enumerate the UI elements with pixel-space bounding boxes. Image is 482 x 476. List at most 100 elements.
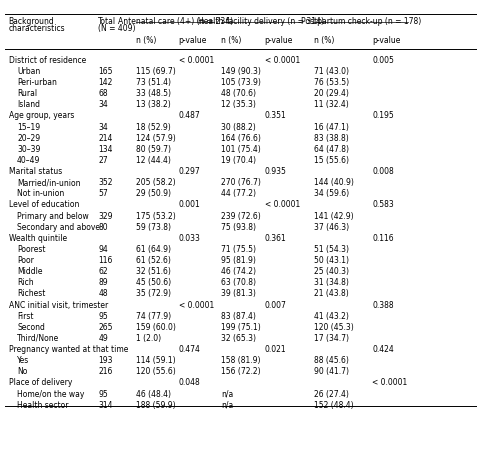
Text: Third/None: Third/None bbox=[17, 333, 59, 342]
Text: 80: 80 bbox=[98, 222, 108, 231]
Text: Secondary and above: Secondary and above bbox=[17, 222, 100, 231]
Text: Married/in-union: Married/in-union bbox=[17, 178, 80, 187]
Text: 144 (40.9): 144 (40.9) bbox=[314, 178, 354, 187]
Text: 49: 49 bbox=[98, 333, 108, 342]
Text: 50 (43.1): 50 (43.1) bbox=[314, 256, 349, 265]
Text: 149 (90.3): 149 (90.3) bbox=[221, 67, 261, 76]
Text: 20 (29.4): 20 (29.4) bbox=[314, 89, 349, 98]
Text: 159 (60.0): 159 (60.0) bbox=[136, 322, 176, 331]
Text: 71 (43.0): 71 (43.0) bbox=[314, 67, 349, 76]
Text: 83 (87.4): 83 (87.4) bbox=[221, 311, 256, 320]
Text: n (%): n (%) bbox=[221, 36, 241, 45]
Text: 31 (34.8): 31 (34.8) bbox=[314, 278, 349, 287]
Text: 95: 95 bbox=[98, 311, 108, 320]
Text: Rich: Rich bbox=[17, 278, 34, 287]
Text: 352: 352 bbox=[98, 178, 113, 187]
Text: 0.583: 0.583 bbox=[372, 200, 394, 209]
Text: Island: Island bbox=[17, 100, 40, 109]
Text: Peri-urban: Peri-urban bbox=[17, 78, 57, 87]
Text: Yes: Yes bbox=[17, 356, 29, 365]
Text: Rural: Rural bbox=[17, 89, 37, 98]
Text: 188 (59.9): 188 (59.9) bbox=[136, 400, 176, 409]
Text: 265: 265 bbox=[98, 322, 113, 331]
Text: 20–29: 20–29 bbox=[17, 133, 40, 142]
Text: (N = 409): (N = 409) bbox=[98, 24, 136, 33]
Text: 314: 314 bbox=[98, 400, 113, 409]
Text: < 0.0001: < 0.0001 bbox=[265, 200, 300, 209]
Text: 0.048: 0.048 bbox=[179, 377, 201, 387]
Text: 61 (52.6): 61 (52.6) bbox=[136, 256, 171, 265]
Text: n/a: n/a bbox=[221, 389, 233, 397]
Text: 64 (47.8): 64 (47.8) bbox=[314, 145, 349, 153]
Text: 16 (47.1): 16 (47.1) bbox=[314, 122, 349, 131]
Text: 17 (34.7): 17 (34.7) bbox=[314, 333, 349, 342]
Text: 90 (41.7): 90 (41.7) bbox=[314, 367, 349, 376]
Text: 34 (59.6): 34 (59.6) bbox=[314, 189, 349, 198]
Text: 59 (73.8): 59 (73.8) bbox=[136, 222, 171, 231]
Text: 51 (54.3): 51 (54.3) bbox=[314, 244, 349, 253]
Text: n (%): n (%) bbox=[136, 36, 157, 45]
Text: Marital status: Marital status bbox=[9, 167, 62, 176]
Text: 21 (43.8): 21 (43.8) bbox=[314, 289, 349, 298]
Text: 239 (72.6): 239 (72.6) bbox=[221, 211, 261, 220]
Text: 205 (58.2): 205 (58.2) bbox=[136, 178, 176, 187]
Text: No: No bbox=[17, 367, 27, 376]
Text: Poor: Poor bbox=[17, 256, 34, 265]
Text: 44 (77.2): 44 (77.2) bbox=[221, 189, 256, 198]
Text: 94: 94 bbox=[98, 244, 108, 253]
Text: 89: 89 bbox=[98, 278, 108, 287]
Text: 134: 134 bbox=[98, 145, 113, 153]
Text: 156 (72.2): 156 (72.2) bbox=[221, 367, 261, 376]
Text: 165: 165 bbox=[98, 67, 113, 76]
Text: First: First bbox=[17, 311, 34, 320]
Text: 0.361: 0.361 bbox=[265, 233, 286, 242]
Text: 105 (73.9): 105 (73.9) bbox=[221, 78, 261, 87]
Text: 76 (53.5): 76 (53.5) bbox=[314, 78, 349, 87]
Text: 27: 27 bbox=[98, 156, 108, 165]
Text: 32 (65.3): 32 (65.3) bbox=[221, 333, 256, 342]
Text: 71 (75.5): 71 (75.5) bbox=[221, 244, 256, 253]
Text: Second: Second bbox=[17, 322, 45, 331]
Text: 30–39: 30–39 bbox=[17, 145, 40, 153]
Text: 15 (55.6): 15 (55.6) bbox=[314, 156, 349, 165]
Text: 26 (27.4): 26 (27.4) bbox=[314, 389, 349, 397]
Text: 199 (75.1): 199 (75.1) bbox=[221, 322, 261, 331]
Text: 45 (50.6): 45 (50.6) bbox=[136, 278, 171, 287]
Text: 152 (48.4): 152 (48.4) bbox=[314, 400, 354, 409]
Text: Antenatal care (4+) (n = 234): Antenatal care (4+) (n = 234) bbox=[118, 17, 233, 26]
Text: Pregnancy wanted at that time: Pregnancy wanted at that time bbox=[9, 344, 128, 353]
Text: < 0.0001: < 0.0001 bbox=[179, 300, 214, 309]
Text: 48 (70.6): 48 (70.6) bbox=[221, 89, 256, 98]
Text: < 0.0001: < 0.0001 bbox=[265, 56, 300, 65]
Text: 0.021: 0.021 bbox=[265, 344, 286, 353]
Text: 57: 57 bbox=[98, 189, 108, 198]
Text: 46 (74.2): 46 (74.2) bbox=[221, 267, 256, 276]
Text: < 0.0001: < 0.0001 bbox=[179, 56, 214, 65]
Text: 39 (81.3): 39 (81.3) bbox=[221, 289, 256, 298]
Text: 214: 214 bbox=[98, 133, 113, 142]
Text: Health facility delivery (n = 314): Health facility delivery (n = 314) bbox=[198, 17, 323, 26]
Text: 101 (75.4): 101 (75.4) bbox=[221, 145, 261, 153]
Text: 164 (76.6): 164 (76.6) bbox=[221, 133, 261, 142]
Text: 40–49: 40–49 bbox=[17, 156, 40, 165]
Text: 329: 329 bbox=[98, 211, 113, 220]
Text: n (%): n (%) bbox=[314, 36, 335, 45]
Text: ANC initial visit, trimester: ANC initial visit, trimester bbox=[9, 300, 108, 309]
Text: 1 (2.0): 1 (2.0) bbox=[136, 333, 161, 342]
Text: Not in-union: Not in-union bbox=[17, 189, 65, 198]
Text: 193: 193 bbox=[98, 356, 113, 365]
Text: Richest: Richest bbox=[17, 289, 45, 298]
Text: 32 (51.6): 32 (51.6) bbox=[136, 267, 171, 276]
Text: 35 (72.9): 35 (72.9) bbox=[136, 289, 171, 298]
Text: 73 (51.4): 73 (51.4) bbox=[136, 78, 171, 87]
Text: Level of education: Level of education bbox=[9, 200, 79, 209]
Text: 74 (77.9): 74 (77.9) bbox=[136, 311, 171, 320]
Text: 0.474: 0.474 bbox=[179, 344, 201, 353]
Text: 0.033: 0.033 bbox=[179, 233, 201, 242]
Text: 48: 48 bbox=[98, 289, 108, 298]
Text: 95: 95 bbox=[98, 389, 108, 397]
Text: 216: 216 bbox=[98, 367, 113, 376]
Text: Postpartum check-up (n = 178): Postpartum check-up (n = 178) bbox=[301, 17, 421, 26]
Text: 34: 34 bbox=[98, 122, 108, 131]
Text: Home/on the way: Home/on the way bbox=[17, 389, 84, 397]
